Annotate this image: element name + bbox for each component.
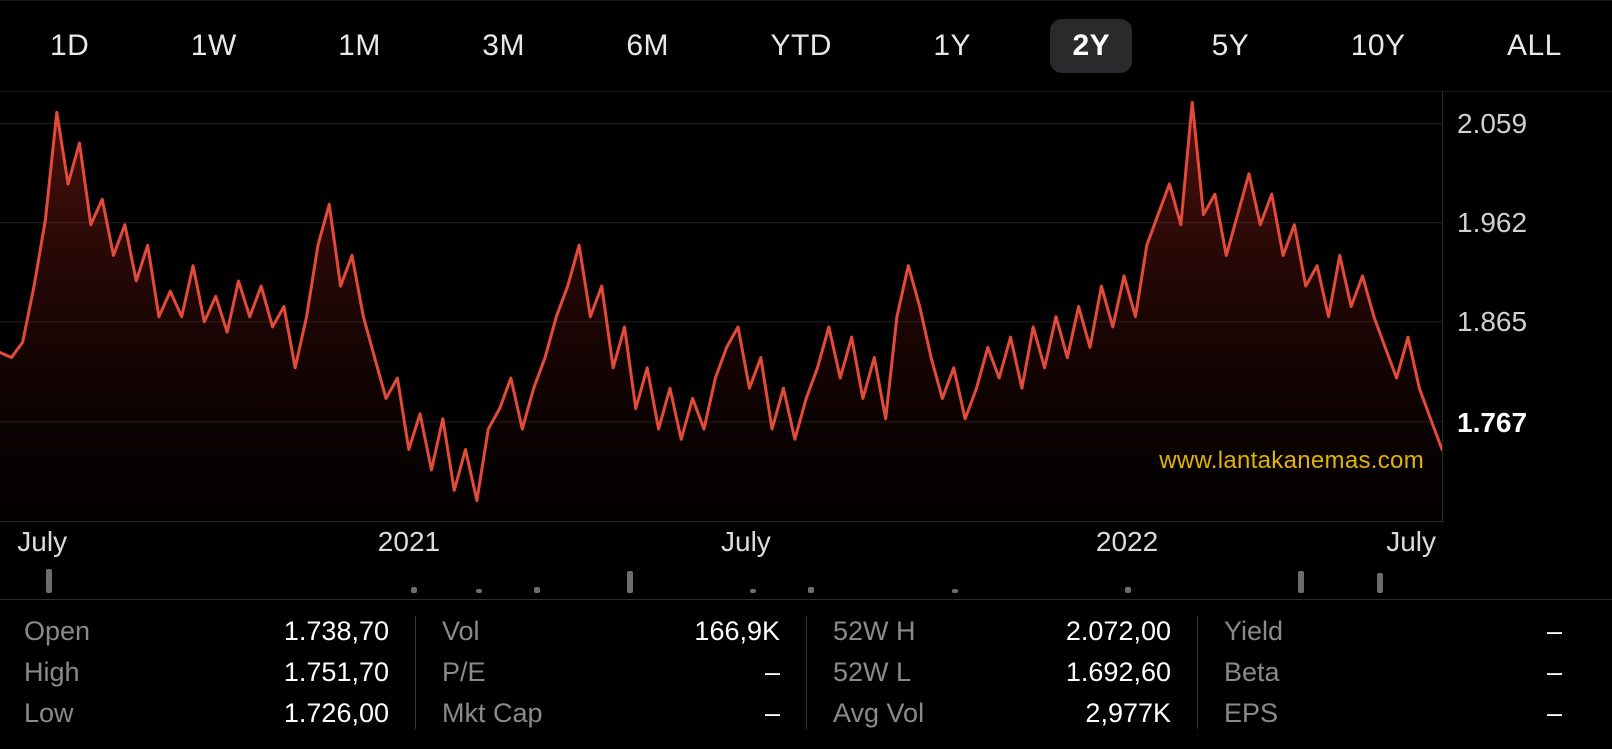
stat-key: Open [24, 616, 90, 647]
stat-row-52w-h: 52W H 2.072,00 [833, 616, 1171, 647]
volume-bar [476, 589, 482, 593]
volume-bar [1125, 587, 1131, 593]
x-axis: July 2021 July 2022 July [0, 522, 1612, 562]
stat-value: 1.726,00 [284, 698, 389, 729]
timeframe-tab-all[interactable]: ALL [1485, 19, 1584, 73]
stat-value: – [1547, 616, 1562, 647]
stats-grid: Open 1.738,70 High 1.751,70 Low 1.726,00 Vol 16… [0, 600, 1612, 749]
volume-bar [808, 587, 814, 593]
stat-key: Avg Vol [833, 698, 924, 729]
stat-row-open: Open 1.738,70 [24, 616, 389, 647]
volume-bar [952, 589, 958, 593]
x-axis-label: July [1386, 526, 1436, 558]
timeframe-tabs: 1D 1W 1M 3M 6M YTD 1Y 2Y 5Y 10Y ALL [0, 0, 1612, 92]
stat-row-low: Low 1.726,00 [24, 698, 389, 729]
stats-column: Open 1.738,70 High 1.751,70 Low 1.726,00 [24, 616, 415, 729]
stock-chart-widget: 1D 1W 1M 3M 6M YTD 1Y 2Y 5Y 10Y ALL www.lantakanem… [0, 0, 1612, 749]
stat-key: Vol [442, 616, 480, 647]
x-axis-label: 2022 [1096, 526, 1158, 558]
x-axis-label: July [17, 526, 67, 558]
timeframe-tab-1y[interactable]: 1Y [911, 19, 993, 73]
stat-value: 2.072,00 [1066, 616, 1171, 647]
stat-value: – [765, 698, 780, 729]
timeframe-tab-10y[interactable]: 10Y [1329, 19, 1428, 73]
stat-value: 1.751,70 [284, 657, 389, 688]
stat-key: 52W L [833, 657, 911, 688]
x-axis-label: July [721, 526, 771, 558]
volume-bar [627, 571, 633, 593]
volume-bar [411, 587, 417, 593]
stat-key: Beta [1224, 657, 1280, 688]
stat-key: 52W H [833, 616, 916, 647]
stat-key: EPS [1224, 698, 1278, 729]
volume-bar [1377, 573, 1383, 593]
stat-key: P/E [442, 657, 486, 688]
timeframe-tab-2y[interactable]: 2Y [1050, 19, 1132, 73]
stat-key: Mkt Cap [442, 698, 543, 729]
price-chart: www.lantakanemas.com 2.059 1.962 1.865 1.76… [0, 92, 1612, 522]
stats-column: Vol 166,9K P/E – Mkt Cap – [415, 616, 806, 729]
timeframe-tab-5y[interactable]: 5Y [1190, 19, 1272, 73]
stat-value: – [1547, 698, 1562, 729]
y-axis-tick: 1.865 [1457, 306, 1527, 338]
stats-column: Yield – Beta – EPS – [1197, 616, 1588, 729]
stat-row-high: High 1.751,70 [24, 657, 389, 688]
timeframe-tab-1m[interactable]: 1M [316, 19, 403, 73]
volume-bar [534, 587, 540, 593]
timeframe-tab-1w[interactable]: 1W [169, 19, 259, 73]
stat-row-beta: Beta – [1224, 657, 1562, 688]
timeframe-tab-1d[interactable]: 1D [28, 19, 111, 73]
volume-bar [1298, 571, 1304, 593]
stat-row-eps: EPS – [1224, 698, 1562, 729]
y-axis-tick: 2.059 [1457, 108, 1527, 140]
stat-value: 1.738,70 [284, 616, 389, 647]
stat-row-p/e: P/E – [442, 657, 780, 688]
x-axis-label: 2021 [378, 526, 440, 558]
chart-plot-area[interactable]: www.lantakanemas.com [0, 92, 1442, 522]
stat-key: High [24, 657, 80, 688]
volume-bar [750, 589, 756, 593]
timeframe-tab-3m[interactable]: 3M [460, 19, 547, 73]
y-axis-tick: 1.962 [1457, 207, 1527, 239]
y-axis: 2.059 1.962 1.865 1.767 [1442, 92, 1612, 522]
stat-value: 2,977K [1085, 698, 1171, 729]
volume-strip [0, 562, 1612, 600]
stat-row-vol: Vol 166,9K [442, 616, 780, 647]
stats-column: 52W H 2.072,00 52W L 1.692,60 Avg Vol 2,977K [806, 616, 1197, 729]
stat-row-avg-vol: Avg Vol 2,977K [833, 698, 1171, 729]
stat-value: 166,9K [694, 616, 780, 647]
stat-value: 1.692,60 [1066, 657, 1171, 688]
stat-key: Yield [1224, 616, 1283, 647]
stat-row-mkt-cap: Mkt Cap – [442, 698, 780, 729]
y-axis-tick: 1.767 [1457, 407, 1527, 439]
stat-value: – [1547, 657, 1562, 688]
stat-row-yield: Yield – [1224, 616, 1562, 647]
stat-key: Low [24, 698, 74, 729]
timeframe-tab-ytd[interactable]: YTD [748, 19, 854, 73]
volume-bar [46, 569, 52, 593]
timeframe-tab-6m[interactable]: 6M [604, 19, 691, 73]
stat-value: – [765, 657, 780, 688]
stat-row-52w-l: 52W L 1.692,60 [833, 657, 1171, 688]
